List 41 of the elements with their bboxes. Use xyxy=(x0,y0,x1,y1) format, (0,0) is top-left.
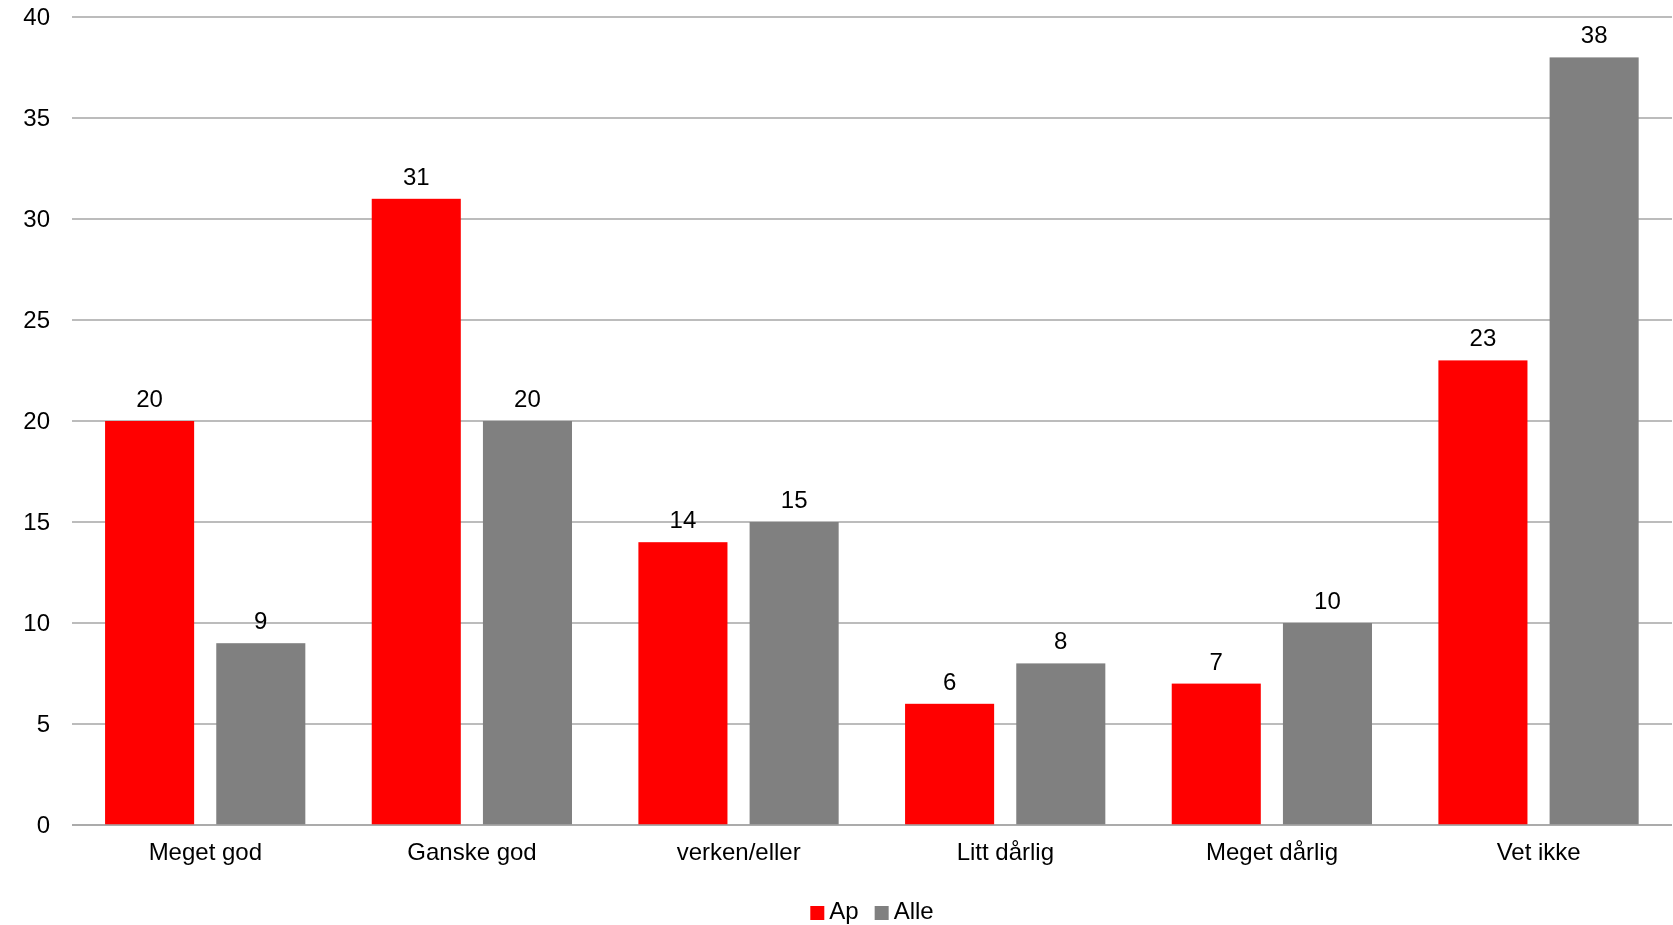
legend-label: Alle xyxy=(893,897,934,924)
data-label: 6 xyxy=(942,667,957,695)
bar xyxy=(905,703,995,825)
data-label: 31 xyxy=(402,162,430,190)
data-label: 14 xyxy=(669,506,697,534)
data-label: 20 xyxy=(136,385,163,412)
x-tick-label: verken/eller xyxy=(676,838,801,866)
data-label: 23 xyxy=(1469,324,1497,352)
x-tick-label: Meget dårlig xyxy=(1205,838,1339,866)
data-label: 7 xyxy=(1209,647,1223,675)
y-tick-label: 40 xyxy=(23,3,50,31)
legend-label: Ap xyxy=(829,897,859,924)
bar xyxy=(216,643,306,825)
data-label: 8 xyxy=(1054,627,1068,655)
data-label: 15 xyxy=(780,486,808,513)
bar xyxy=(1171,683,1261,825)
bar xyxy=(371,198,461,825)
bar xyxy=(1282,623,1372,825)
bar xyxy=(638,542,728,825)
x-tick-label: Ganske god xyxy=(407,838,537,866)
y-tick-label: 15 xyxy=(23,508,50,536)
y-tick-label: 25 xyxy=(23,306,50,334)
data-label: 9 xyxy=(254,607,268,635)
x-tick-label: Meget god xyxy=(148,838,263,866)
y-tick-label: 35 xyxy=(23,104,50,132)
y-tick-label: 5 xyxy=(36,710,50,738)
y-tick-label: 0 xyxy=(36,811,50,839)
bar xyxy=(482,421,572,825)
bar xyxy=(1549,57,1639,825)
bar xyxy=(1016,663,1106,825)
bar xyxy=(1438,360,1528,825)
y-tick-label: 20 xyxy=(23,407,50,435)
data-label: 38 xyxy=(1580,21,1608,49)
data-label: 20 xyxy=(514,385,541,412)
bar xyxy=(105,421,195,825)
y-tick-label: 10 xyxy=(23,609,50,637)
x-tick-label: Vet ikke xyxy=(1496,838,1581,866)
data-label: 10 xyxy=(1314,587,1341,614)
bar xyxy=(749,522,839,825)
x-tick-label: Litt dårlig xyxy=(956,838,1055,866)
y-tick-label: 30 xyxy=(23,205,50,233)
